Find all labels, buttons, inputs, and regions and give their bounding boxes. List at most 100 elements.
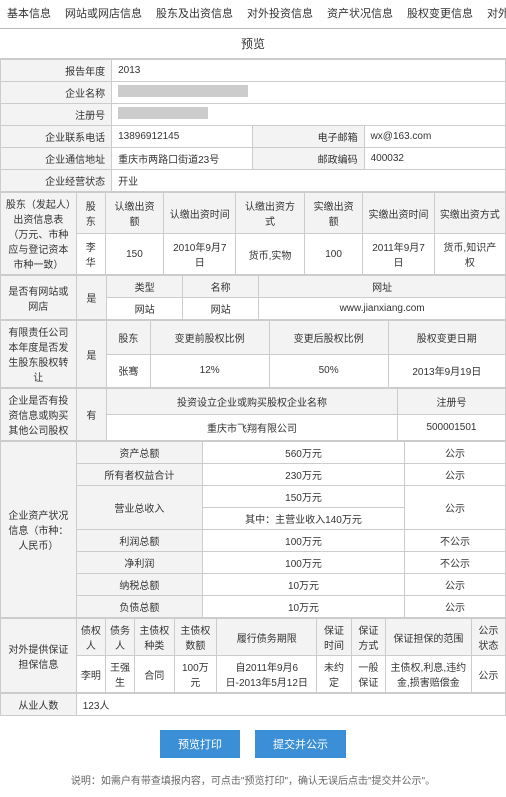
sh-h0: 股东 (76, 193, 105, 234)
asset-item-status: 公示 (405, 486, 506, 530)
invest-rowlabel: 企业是否有投资信息或购买其他公司股权 (1, 389, 77, 441)
asset-item-label: 净利润 (76, 552, 202, 574)
asset-item-value: 230万元 (203, 464, 405, 486)
year-value: 2013 (112, 60, 506, 82)
tab-invest[interactable]: 对外投资信息 (240, 0, 320, 28)
asset-item-label: 负债总额 (76, 596, 202, 618)
reg-label: 注册号 (1, 104, 112, 126)
sh-r0: 李华 (76, 234, 105, 275)
preview-print-button[interactable]: 预览打印 (160, 730, 240, 758)
equity-rowlabel: 有限责任公司本年度是否发生股东股权转让 (1, 321, 77, 388)
sh-h3: 认缴出资方式 (236, 193, 305, 234)
g-h4: 履行债务期限 (217, 619, 317, 656)
g-h3: 主债权数额 (174, 619, 217, 656)
invest-table: 企业是否有投资信息或购买其他公司股权 有 投资设立企业或购买股权企业名称 注册号… (0, 388, 506, 441)
emp-label: 从业人数 (1, 694, 77, 716)
name-value (112, 82, 506, 104)
inv-r1: 500001501 (397, 415, 505, 441)
g-h8: 公示状态 (471, 619, 505, 656)
ws-r0: 网站 (107, 298, 183, 320)
sh-r5: 2011年9月7日 (363, 234, 434, 275)
eq-h3: 股权变更日期 (388, 321, 505, 355)
guarantee-rowlabel: 对外提供保证担保信息 (1, 619, 77, 693)
ws-h0: 类型 (107, 276, 183, 298)
equity-table: 有限责任公司本年度是否发生股东股权转让 是 股东 变更前股权比例 变更后股权比例… (0, 320, 506, 388)
asset-item-label: 营业总收入 (76, 486, 202, 530)
asset-item-label: 利润总额 (76, 530, 202, 552)
g-r5: 未约定 (317, 656, 351, 693)
year-label: 报告年度 (1, 60, 112, 82)
sh-r6: 货币,知识产权 (434, 234, 505, 275)
status-value: 开业 (112, 170, 506, 192)
tab-assets[interactable]: 资产状况信息 (320, 0, 400, 28)
addr-label: 企业通信地址 (1, 148, 112, 170)
website-table: 是否有网站或网店 是 类型 名称 网址 网站 网站 www.jianxiang.… (0, 275, 506, 320)
eq-h2: 变更后股权比例 (269, 321, 388, 355)
g-r3: 100万元 (174, 656, 217, 693)
asset-item-value: 100万元 (203, 552, 405, 574)
footer-note: 说明：如需户有带查填报内容，可点击"预览打印"，确认无误后点击"提交并公示"。 (0, 772, 506, 797)
g-r1: 王强生 (105, 656, 134, 693)
sh-r4: 100 (304, 234, 363, 275)
employee-table: 从业人数 123人 (0, 693, 506, 716)
assets-rowlabel: 企业资产状况信息（市种：人民币） (1, 442, 77, 618)
invest-yes: 有 (76, 389, 106, 441)
tab-website[interactable]: 网站或网店信息 (58, 0, 149, 28)
g-h0: 债权人 (76, 619, 105, 656)
tab-basic[interactable]: 基本信息 (0, 0, 58, 28)
asset-item-status: 公示 (405, 574, 506, 596)
ws-h2: 网址 (259, 276, 506, 298)
tabs: 基本信息 网站或网店信息 股东及出资信息 对外投资信息 资产状况信息 股权变更信… (0, 0, 506, 29)
tel-value: 13896912145 (112, 126, 253, 148)
g-h7: 保证担保的范围 (385, 619, 471, 656)
asset-item-value: 150万元 (203, 486, 405, 508)
inv-r0: 重庆市飞翔有限公司 (107, 415, 398, 441)
g-h1: 债务人 (105, 619, 134, 656)
g-r0: 李明 (76, 656, 105, 693)
asset-item-sub: 其中：主营业收入140万元 (203, 508, 405, 530)
website-yes: 是 (76, 276, 106, 320)
asset-item-status: 公示 (405, 464, 506, 486)
emp-value: 123人 (76, 694, 505, 716)
sh-h1: 认缴出资额 (105, 193, 164, 234)
assets-table: 企业资产状况信息（市种：人民币）资产总额560万元公示所有者权益合计230万元公… (0, 441, 506, 618)
inv-h0: 投资设立企业或购买股权企业名称 (107, 389, 398, 415)
g-r7: 主债权,利息,违约金,损害赔偿金 (385, 656, 471, 693)
asset-item-status: 不公示 (405, 530, 506, 552)
g-r6: 一般保证 (351, 656, 385, 693)
asset-item-label: 资产总额 (76, 442, 202, 464)
guarantee-table: 对外提供保证担保信息 债权人 债务人 主债权种类 主债权数额 履行债务期限 保证… (0, 618, 506, 693)
asset-item-value: 100万元 (203, 530, 405, 552)
post-value: 400032 (364, 148, 505, 170)
equity-yes: 是 (76, 321, 106, 388)
email-label: 电子邮箱 (253, 126, 364, 148)
g-r4: 自2011年9月6日-2013年5月12日 (217, 656, 317, 693)
tel-label: 企业联系电话 (1, 126, 112, 148)
tab-equity[interactable]: 股权变更信息 (400, 0, 480, 28)
post-label: 邮政编码 (253, 148, 364, 170)
tab-guarantee[interactable]: 对外担保信息 (480, 0, 506, 28)
email-value: wx@163.com (364, 126, 505, 148)
eq-r3: 2013年9月19日 (388, 354, 505, 388)
asset-item-value: 10万元 (203, 574, 405, 596)
g-r2: 合同 (135, 656, 174, 693)
asset-item-status: 公示 (405, 442, 506, 464)
asset-item-status: 公示 (405, 596, 506, 618)
eq-r1: 12% (150, 354, 269, 388)
eq-r2: 50% (269, 354, 388, 388)
g-h6: 保证方式 (351, 619, 385, 656)
g-h2: 主债权种类 (135, 619, 174, 656)
eq-h1: 变更前股权比例 (150, 321, 269, 355)
tab-shareholder[interactable]: 股东及出资信息 (149, 0, 240, 28)
shareholder-rowlabel: 股东（发起人）出资信息表（万元、市种应与登记资本市种一致） (1, 193, 77, 275)
reg-value (112, 104, 506, 126)
inv-h1: 注册号 (397, 389, 505, 415)
sh-h4: 实缴出资额 (304, 193, 363, 234)
website-rowlabel: 是否有网站或网店 (1, 276, 77, 320)
sh-r3: 货币,实物 (236, 234, 305, 275)
name-label: 企业名称 (1, 82, 112, 104)
submit-publish-button[interactable]: 提交并公示 (255, 730, 346, 758)
asset-item-value: 560万元 (203, 442, 405, 464)
ws-r2: www.jianxiang.com (259, 298, 506, 320)
section-title: 预览 (0, 29, 506, 59)
